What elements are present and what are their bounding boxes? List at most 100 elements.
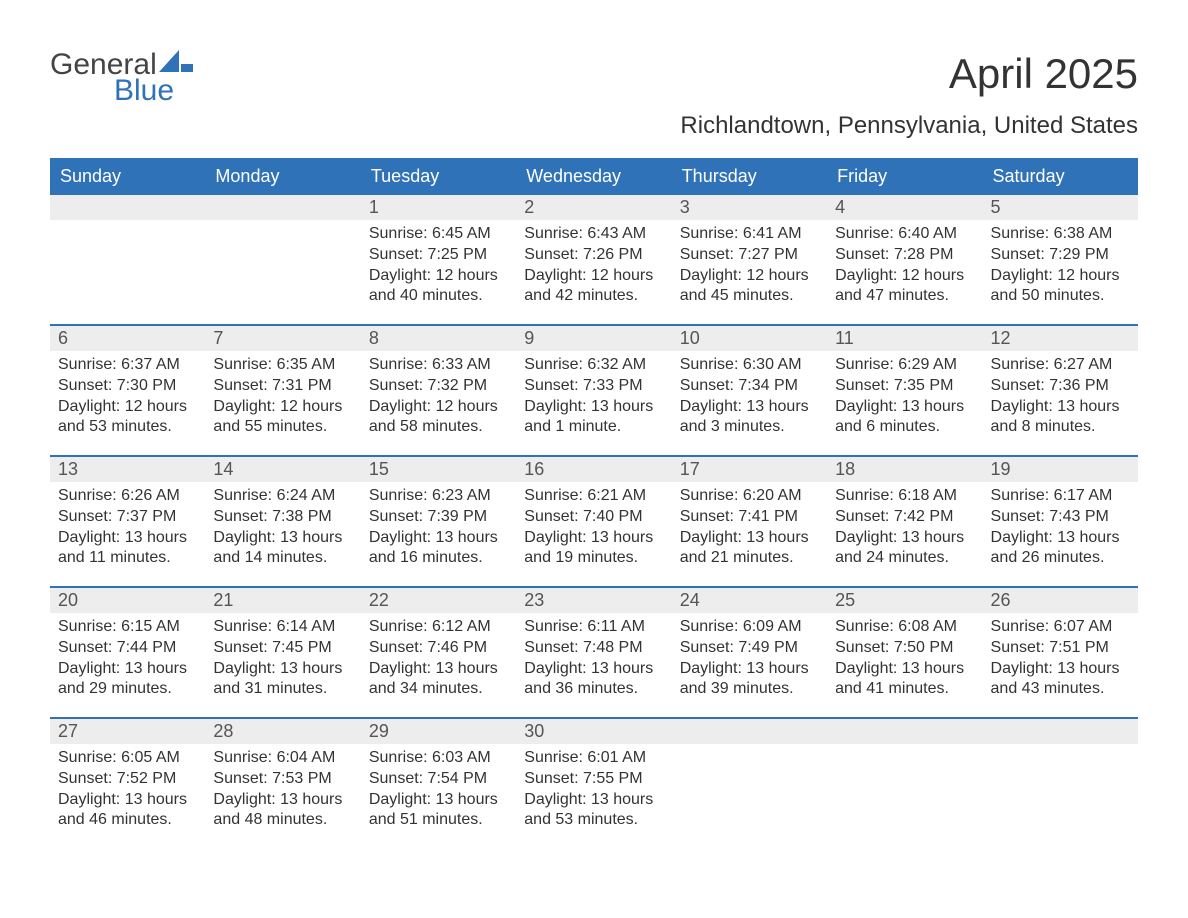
day-cell: 28Sunrise: 6:04 AMSunset: 7:53 PMDayligh…: [205, 719, 360, 849]
day-body: Sunrise: 6:30 AMSunset: 7:34 PMDaylight:…: [672, 351, 827, 448]
sunrise-text: Sunrise: 6:17 AM: [991, 486, 1130, 507]
day-number: 10: [672, 326, 827, 351]
day-number: [50, 195, 205, 220]
sunrise-text: Sunrise: 6:24 AM: [213, 486, 352, 507]
day-number: [672, 719, 827, 744]
day-number: 19: [983, 457, 1138, 482]
sunset-text: Sunset: 7:45 PM: [213, 638, 352, 659]
day-body: Sunrise: 6:45 AMSunset: 7:25 PMDaylight:…: [361, 220, 516, 317]
daylight-text: Daylight: 13 hours and 14 minutes.: [213, 528, 352, 570]
day-cell: 16Sunrise: 6:21 AMSunset: 7:40 PMDayligh…: [516, 457, 671, 587]
day-body: Sunrise: 6:20 AMSunset: 7:41 PMDaylight:…: [672, 482, 827, 579]
day-number: 16: [516, 457, 671, 482]
sunset-text: Sunset: 7:31 PM: [213, 376, 352, 397]
calendar-body: 1Sunrise: 6:45 AMSunset: 7:25 PMDaylight…: [50, 195, 1138, 849]
day-cell: 24Sunrise: 6:09 AMSunset: 7:49 PMDayligh…: [672, 588, 827, 718]
location: Richlandtown, Pennsylvania, United State…: [680, 112, 1138, 140]
day-cell: [983, 719, 1138, 849]
sunset-text: Sunset: 7:51 PM: [991, 638, 1130, 659]
week-row: 1Sunrise: 6:45 AMSunset: 7:25 PMDaylight…: [50, 195, 1138, 325]
day-cell: 20Sunrise: 6:15 AMSunset: 7:44 PMDayligh…: [50, 588, 205, 718]
calendar-table: Sunday Monday Tuesday Wednesday Thursday…: [50, 158, 1138, 849]
sunset-text: Sunset: 7:44 PM: [58, 638, 197, 659]
sunset-text: Sunset: 7:50 PM: [835, 638, 974, 659]
sunrise-text: Sunrise: 6:04 AM: [213, 748, 352, 769]
sunset-text: Sunset: 7:41 PM: [680, 507, 819, 528]
day-number: [205, 195, 360, 220]
day-header: Wednesday: [516, 158, 671, 195]
sunrise-text: Sunrise: 6:08 AM: [835, 617, 974, 638]
sunset-text: Sunset: 7:53 PM: [213, 769, 352, 790]
daylight-text: Daylight: 12 hours and 42 minutes.: [524, 266, 663, 308]
sunrise-text: Sunrise: 6:15 AM: [58, 617, 197, 638]
daylight-text: Daylight: 13 hours and 48 minutes.: [213, 790, 352, 832]
day-header: Sunday: [50, 158, 205, 195]
sunset-text: Sunset: 7:39 PM: [369, 507, 508, 528]
day-cell: 26Sunrise: 6:07 AMSunset: 7:51 PMDayligh…: [983, 588, 1138, 718]
day-body: Sunrise: 6:18 AMSunset: 7:42 PMDaylight:…: [827, 482, 982, 579]
sunrise-text: Sunrise: 6:05 AM: [58, 748, 197, 769]
sunrise-text: Sunrise: 6:41 AM: [680, 224, 819, 245]
daylight-text: Daylight: 13 hours and 6 minutes.: [835, 397, 974, 439]
day-cell: 8Sunrise: 6:33 AMSunset: 7:32 PMDaylight…: [361, 326, 516, 456]
sunrise-text: Sunrise: 6:40 AM: [835, 224, 974, 245]
sunrise-text: Sunrise: 6:33 AM: [369, 355, 508, 376]
day-body: Sunrise: 6:17 AMSunset: 7:43 PMDaylight:…: [983, 482, 1138, 579]
sunrise-text: Sunrise: 6:11 AM: [524, 617, 663, 638]
sunset-text: Sunset: 7:49 PM: [680, 638, 819, 659]
sunrise-text: Sunrise: 6:45 AM: [369, 224, 508, 245]
day-number: 25: [827, 588, 982, 613]
day-number: 3: [672, 195, 827, 220]
day-body: Sunrise: 6:09 AMSunset: 7:49 PMDaylight:…: [672, 613, 827, 710]
day-body: Sunrise: 6:32 AMSunset: 7:33 PMDaylight:…: [516, 351, 671, 448]
day-body: Sunrise: 6:23 AMSunset: 7:39 PMDaylight:…: [361, 482, 516, 579]
daylight-text: Daylight: 12 hours and 53 minutes.: [58, 397, 197, 439]
daylight-text: Daylight: 13 hours and 34 minutes.: [369, 659, 508, 701]
month-title: April 2025: [680, 50, 1138, 98]
day-body: [205, 220, 360, 310]
sunset-text: Sunset: 7:54 PM: [369, 769, 508, 790]
sunset-text: Sunset: 7:32 PM: [369, 376, 508, 397]
sunset-text: Sunset: 7:55 PM: [524, 769, 663, 790]
sunrise-text: Sunrise: 6:29 AM: [835, 355, 974, 376]
day-cell: [672, 719, 827, 849]
day-cell: [827, 719, 982, 849]
day-number: 9: [516, 326, 671, 351]
day-number: [827, 719, 982, 744]
sunset-text: Sunset: 7:28 PM: [835, 245, 974, 266]
day-cell: 23Sunrise: 6:11 AMSunset: 7:48 PMDayligh…: [516, 588, 671, 718]
daylight-text: Daylight: 13 hours and 3 minutes.: [680, 397, 819, 439]
day-body: Sunrise: 6:12 AMSunset: 7:46 PMDaylight:…: [361, 613, 516, 710]
day-number: 5: [983, 195, 1138, 220]
daylight-text: Daylight: 13 hours and 19 minutes.: [524, 528, 663, 570]
day-cell: 7Sunrise: 6:35 AMSunset: 7:31 PMDaylight…: [205, 326, 360, 456]
day-body: Sunrise: 6:08 AMSunset: 7:50 PMDaylight:…: [827, 613, 982, 710]
sunrise-text: Sunrise: 6:01 AM: [524, 748, 663, 769]
sunset-text: Sunset: 7:46 PM: [369, 638, 508, 659]
daylight-text: Daylight: 13 hours and 26 minutes.: [991, 528, 1130, 570]
day-cell: 13Sunrise: 6:26 AMSunset: 7:37 PMDayligh…: [50, 457, 205, 587]
daylight-text: Daylight: 13 hours and 31 minutes.: [213, 659, 352, 701]
day-body: Sunrise: 6:37 AMSunset: 7:30 PMDaylight:…: [50, 351, 205, 448]
sunset-text: Sunset: 7:36 PM: [991, 376, 1130, 397]
day-number: 4: [827, 195, 982, 220]
day-header: Tuesday: [361, 158, 516, 195]
sunrise-text: Sunrise: 6:27 AM: [991, 355, 1130, 376]
day-number: 22: [361, 588, 516, 613]
day-body: Sunrise: 6:04 AMSunset: 7:53 PMDaylight:…: [205, 744, 360, 841]
daylight-text: Daylight: 13 hours and 11 minutes.: [58, 528, 197, 570]
daylight-text: Daylight: 13 hours and 51 minutes.: [369, 790, 508, 832]
day-header: Thursday: [672, 158, 827, 195]
day-cell: 21Sunrise: 6:14 AMSunset: 7:45 PMDayligh…: [205, 588, 360, 718]
day-body: Sunrise: 6:26 AMSunset: 7:37 PMDaylight:…: [50, 482, 205, 579]
day-cell: 22Sunrise: 6:12 AMSunset: 7:46 PMDayligh…: [361, 588, 516, 718]
daylight-text: Daylight: 12 hours and 45 minutes.: [680, 266, 819, 308]
day-header: Monday: [205, 158, 360, 195]
day-body: Sunrise: 6:27 AMSunset: 7:36 PMDaylight:…: [983, 351, 1138, 448]
day-cell: 9Sunrise: 6:32 AMSunset: 7:33 PMDaylight…: [516, 326, 671, 456]
day-number: 30: [516, 719, 671, 744]
day-cell: [205, 195, 360, 325]
day-number: 14: [205, 457, 360, 482]
day-body: [672, 744, 827, 834]
sunrise-text: Sunrise: 6:07 AM: [991, 617, 1130, 638]
